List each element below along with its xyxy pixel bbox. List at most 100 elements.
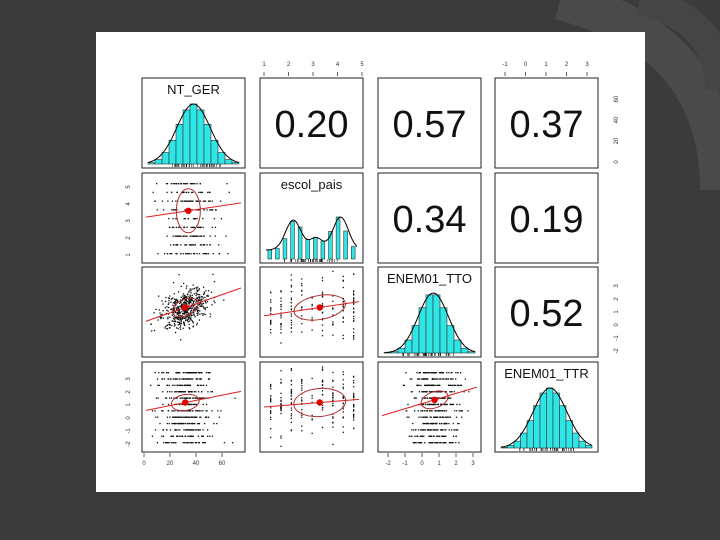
scatter-point (174, 384, 176, 387)
scatter-point (290, 315, 293, 317)
scatter-point (185, 313, 187, 315)
scatter-point (301, 412, 303, 414)
scatter-point (311, 414, 313, 417)
scatter-point (217, 410, 219, 412)
scatter-point (203, 244, 205, 246)
scatter-point (180, 244, 182, 246)
scatter-point (456, 384, 459, 387)
scatter-point (353, 291, 355, 293)
scatter-point (184, 295, 186, 298)
scatter-point (174, 429, 176, 431)
histogram-bar (513, 440, 521, 449)
scatter-point (190, 298, 192, 300)
scatter-point (270, 398, 272, 401)
scatter-point (437, 416, 439, 418)
scatter-point (451, 403, 453, 406)
scatter-ENEM01_TTO-NT_GER (145, 273, 242, 341)
scatter-point (460, 384, 462, 387)
scatter-point (280, 323, 282, 326)
scatter-point (181, 318, 183, 321)
scatter-point (190, 253, 192, 255)
scatter-point (156, 378, 159, 380)
scatter-point (190, 310, 192, 312)
scatter-point (270, 301, 272, 303)
scatter-point (190, 317, 192, 319)
scatter-point (196, 290, 199, 292)
histogram-bar (196, 109, 205, 165)
scatter-point (191, 294, 193, 296)
scatter-point (159, 312, 161, 314)
scatter-point (270, 321, 272, 323)
scatter-point (173, 320, 175, 323)
scatter-point (173, 316, 175, 318)
scatter-point (199, 191, 202, 194)
scatter-point (195, 301, 197, 303)
scatter-point (423, 372, 426, 374)
scatter-point (207, 191, 209, 194)
scatter-escol_pais-NT_GER (145, 183, 242, 255)
scatter-point (445, 410, 448, 412)
scatter-point (171, 320, 173, 322)
bottom-axis-tick-label: 0 (420, 461, 424, 467)
scatter-point (205, 372, 208, 374)
scatter-point (187, 200, 189, 202)
histogram-bar (578, 440, 586, 449)
scatter-point (425, 416, 427, 418)
scatter-point (175, 226, 178, 229)
scatter-point (457, 372, 459, 374)
scatter-point (290, 393, 293, 395)
scatter-point (191, 307, 193, 309)
scatter-point (190, 378, 193, 380)
scatter-point (173, 416, 175, 418)
scatter-point (191, 235, 194, 237)
scatter-point (193, 429, 195, 431)
histogram-bar (182, 109, 191, 165)
histogram-ENEM01_TTO (383, 292, 476, 356)
histogram-bar (203, 124, 212, 165)
scatter-point (179, 316, 182, 319)
scatter-point (176, 191, 178, 194)
scatter-point (290, 409, 293, 411)
scatter-point (421, 429, 423, 431)
scatter-point (187, 309, 189, 311)
scatter-point (185, 316, 187, 319)
scatter-point (342, 317, 344, 319)
scatter-point (181, 200, 183, 202)
scatter-point (190, 403, 192, 406)
scatter-point (202, 218, 204, 220)
scatter-point (232, 442, 234, 444)
scatter-point (448, 429, 450, 431)
scatter-point (196, 289, 198, 292)
scatter-point (185, 200, 188, 202)
scatter-point (170, 298, 173, 300)
scatter-point (411, 435, 413, 437)
scatter-point (202, 384, 205, 387)
scatter-point (188, 391, 190, 393)
scatter-point (443, 397, 445, 399)
scatter-point (353, 406, 355, 408)
scatter-point (445, 422, 447, 425)
histogram-bar (432, 294, 441, 354)
scatter-point (353, 417, 355, 419)
scatter-point (205, 253, 207, 255)
histogram-bar (572, 432, 580, 449)
scatter-point (192, 378, 194, 380)
right-axis-tick-label: 1 (614, 310, 620, 314)
scatter-point (190, 307, 192, 309)
scatter-point (190, 319, 192, 321)
scatter-point (175, 442, 177, 444)
scatter-point (187, 403, 190, 406)
scatter-point (301, 397, 303, 399)
scatter-point (175, 301, 177, 303)
scatter-point (431, 422, 434, 425)
scatter-point (172, 416, 174, 418)
scatter-point (172, 378, 174, 380)
scatter-point (436, 384, 439, 387)
scatter-point (427, 384, 429, 387)
scatter-point (174, 303, 177, 305)
scatter-point (342, 402, 344, 404)
scatter-point (435, 384, 437, 387)
scatter-point (173, 301, 176, 303)
scatter-point (195, 442, 197, 444)
scatter-point (179, 325, 182, 327)
